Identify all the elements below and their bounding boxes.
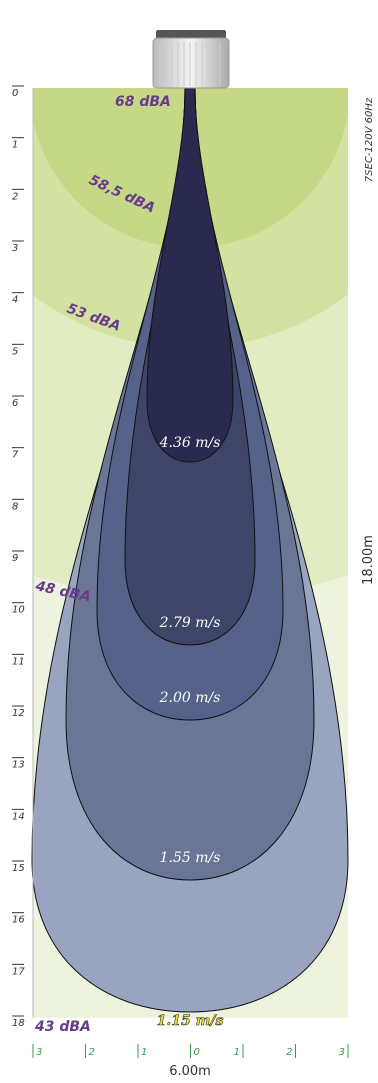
depth-tick-label: 3 [12, 243, 18, 254]
width-tick-label: 2 [89, 1047, 95, 1058]
depth-tick-label: 2 [12, 191, 18, 202]
depth-tick-label: 17 [12, 966, 25, 977]
depth-tick-label: 8 [12, 501, 18, 512]
depth-tick-label: 15 [12, 863, 25, 874]
velocity-label: 2.00 m/s [159, 690, 221, 706]
width-tick-label: 1 [141, 1047, 147, 1058]
height-label: 18.00m [361, 535, 376, 585]
depth-tick-label: 1 [12, 140, 18, 151]
velocity-label: 4.36 m/s [159, 435, 221, 451]
fixture [152, 30, 230, 89]
width-tick-label: 1 [234, 1047, 240, 1058]
width-label: 6.00m [169, 1064, 211, 1079]
velocity-contours [31, 87, 349, 1013]
depth-tick-label: 7 [12, 450, 19, 461]
sound-level-label: 68 dBA [115, 94, 171, 110]
depth-tick-label: 13 [12, 760, 25, 771]
fixture-model: 7SEC-120V 60Hz [364, 97, 375, 182]
sound-level-label: 43 dBA [34, 1019, 91, 1035]
width-tick-label: 2 [286, 1047, 292, 1058]
velocity-contour [146, 87, 234, 463]
depth-tick-label: 16 [12, 915, 25, 926]
depth-tick-label: 4 [12, 295, 18, 306]
depth-tick-label: 5 [12, 346, 18, 357]
depth-tick-label: 10 [12, 605, 25, 616]
depth-tick-label: 0 [12, 88, 18, 99]
velocity-label: 2.79 m/s [159, 615, 221, 631]
depth-tick-label: 11 [12, 656, 25, 667]
depth-tick-label: 12 [12, 708, 25, 719]
velocity-label: 1.55 m/s [160, 850, 221, 866]
depth-tick-label: 14 [12, 811, 25, 822]
depth-tick-label: 18 [12, 1018, 25, 1029]
depth-tick-label: 9 [12, 553, 18, 564]
depth-tick-label: 6 [12, 398, 18, 409]
width-tick-label: 3 [36, 1047, 42, 1058]
velocity-label: 1.15 m/s [157, 1013, 224, 1029]
width-tick-label: 0 [194, 1047, 200, 1058]
width-tick-label: 3 [339, 1047, 345, 1058]
